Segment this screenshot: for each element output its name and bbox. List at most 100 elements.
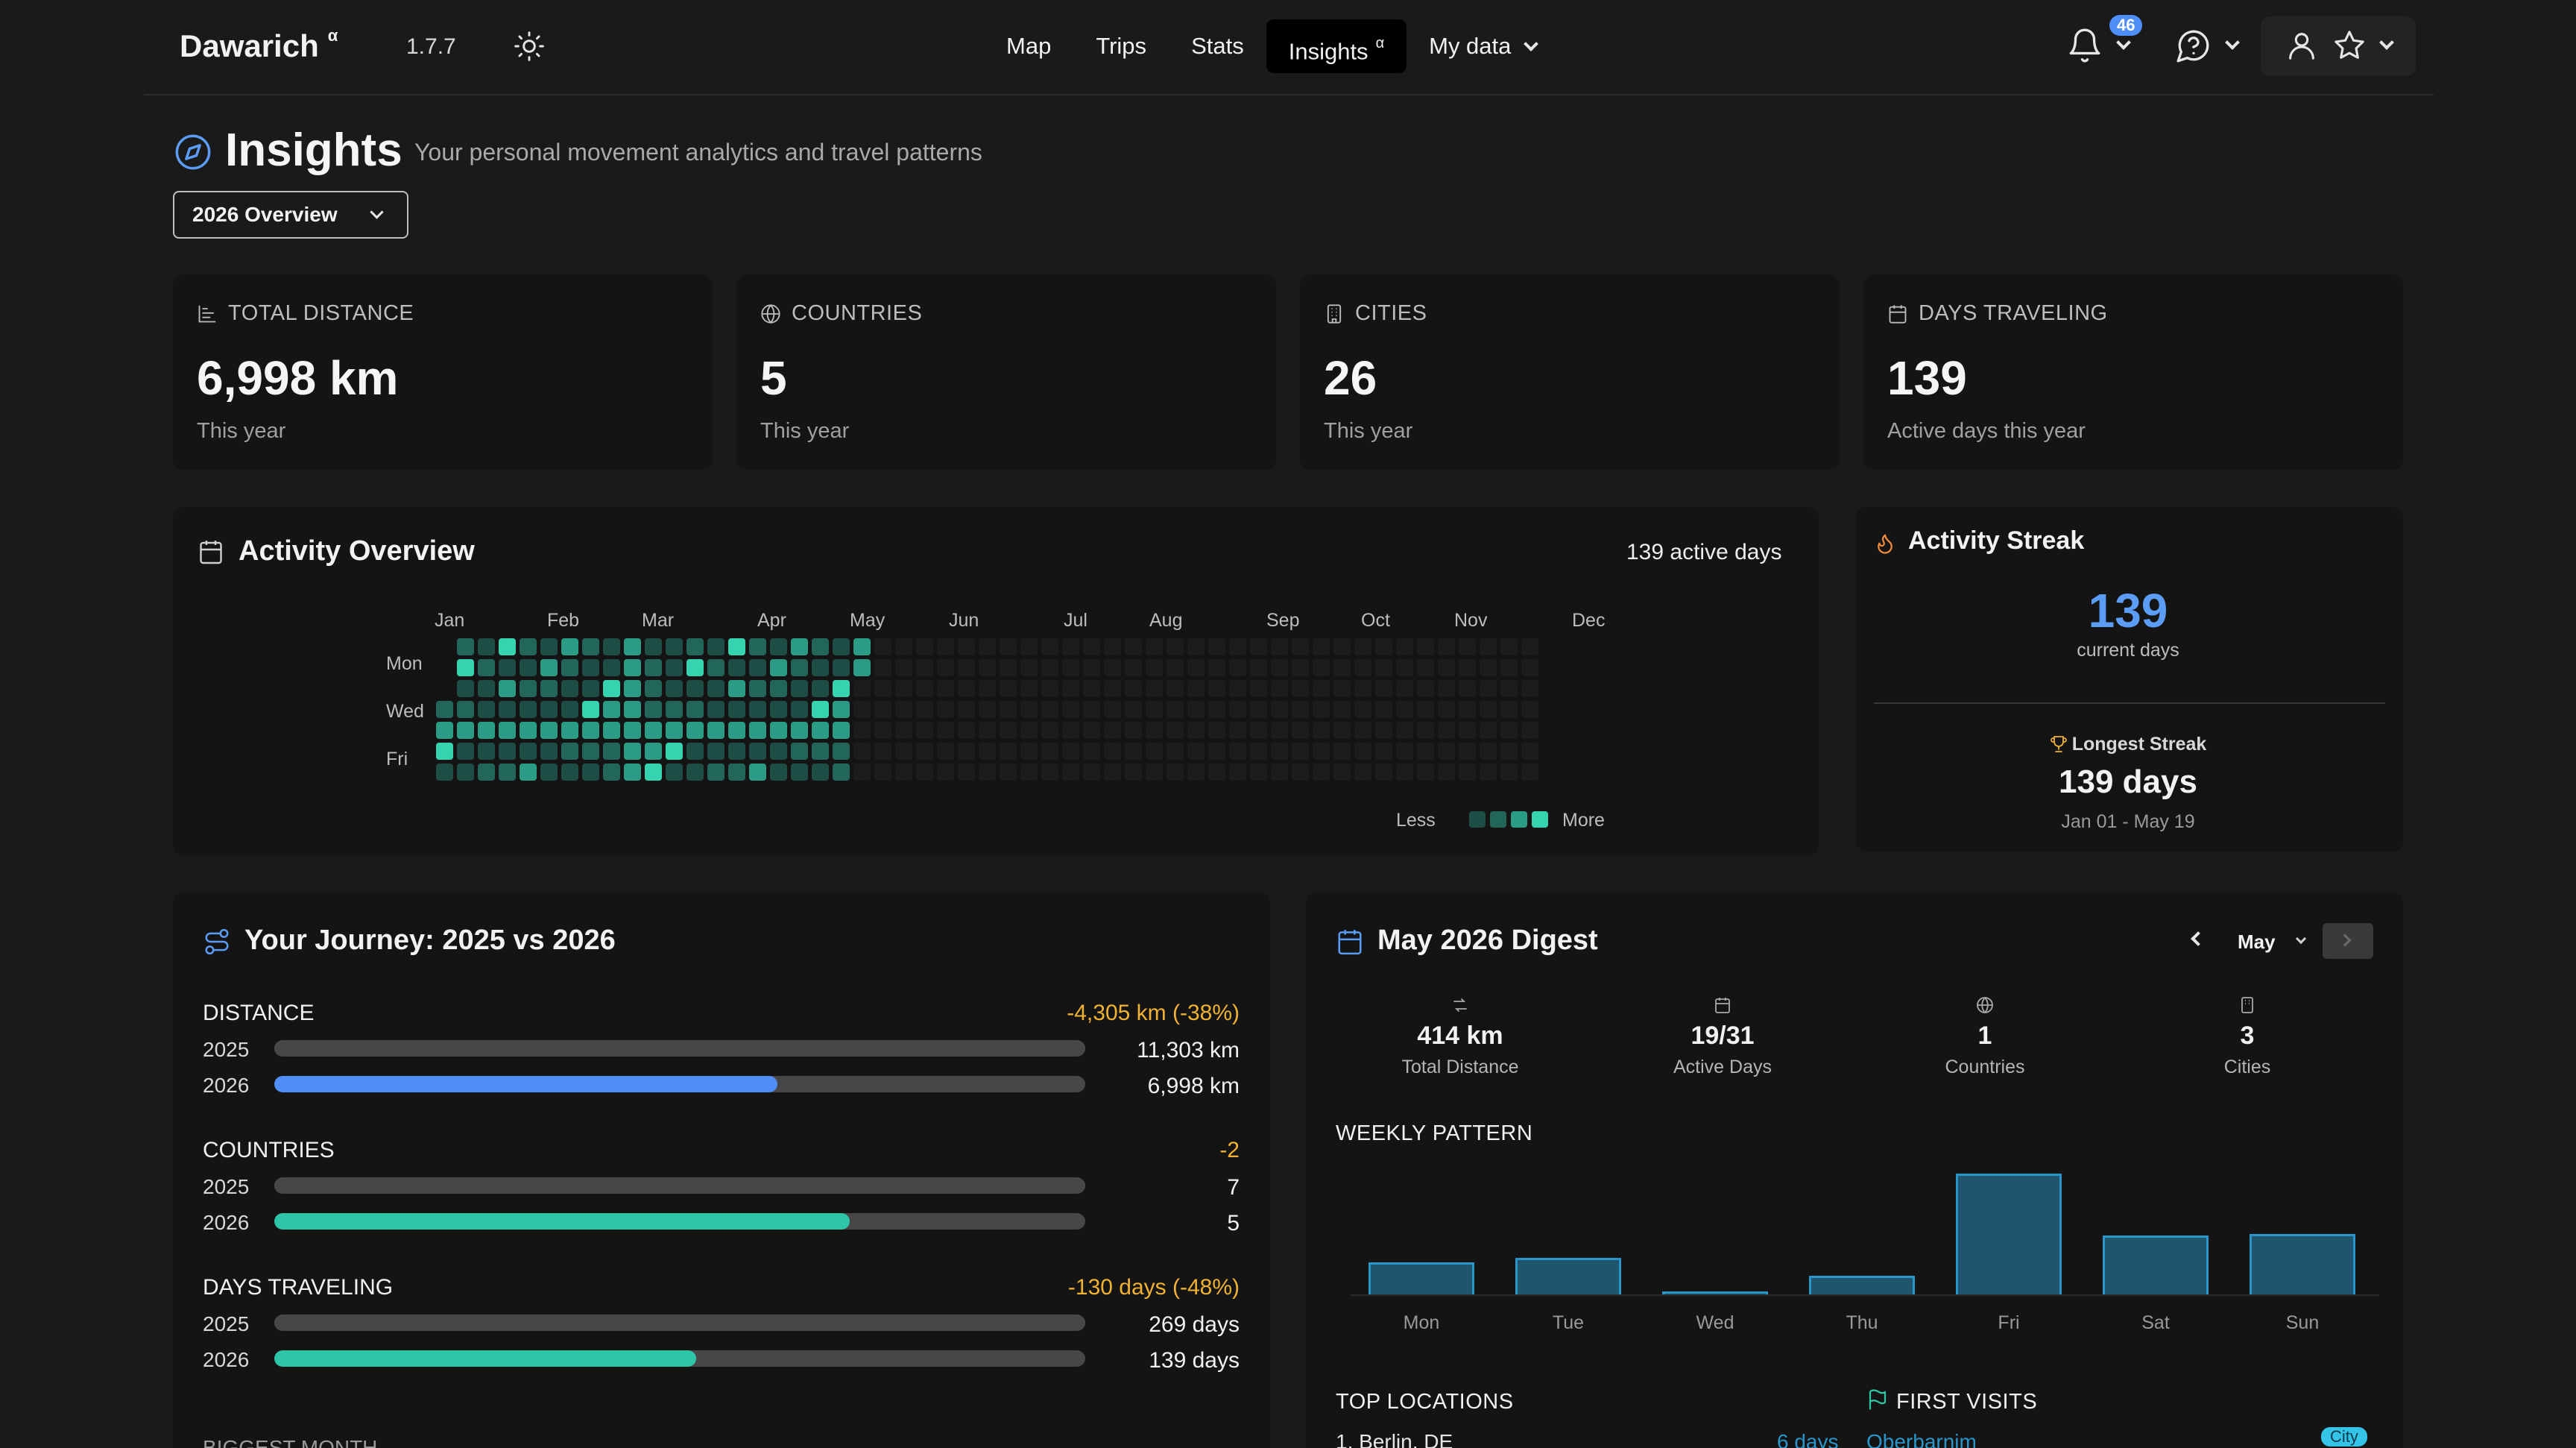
heatmap-day-cell[interactable] — [1125, 701, 1142, 718]
heatmap-day-cell[interactable] — [603, 680, 620, 697]
heatmap-day-cell[interactable] — [1375, 701, 1392, 718]
heatmap-day-cell[interactable] — [937, 659, 954, 676]
heatmap-day-cell[interactable] — [812, 701, 829, 718]
heatmap-day-cell[interactable] — [853, 680, 871, 697]
heatmap-day-cell[interactable] — [1438, 659, 1455, 676]
heatmap-day-cell[interactable] — [561, 680, 578, 697]
heatmap-day-cell[interactable] — [770, 659, 787, 676]
heatmap-day-cell[interactable] — [457, 743, 474, 760]
heatmap-day-cell[interactable] — [874, 638, 891, 655]
heatmap-day-cell[interactable] — [1125, 743, 1142, 760]
heatmap-day-cell[interactable] — [1396, 701, 1413, 718]
heatmap-day-cell[interactable] — [791, 764, 808, 781]
heatmap-day-cell[interactable] — [1354, 659, 1371, 676]
heatmap-day-cell[interactable] — [1020, 680, 1038, 697]
heatmap-day-cell[interactable] — [686, 764, 704, 781]
heatmap-day-cell[interactable] — [1396, 680, 1413, 697]
heatmap-day-cell[interactable] — [1333, 638, 1351, 655]
heatmap-day-cell[interactable] — [1041, 722, 1058, 739]
heatmap-day-cell[interactable] — [958, 743, 975, 760]
heatmap-day-cell[interactable] — [540, 743, 558, 760]
heatmap-day-cell[interactable] — [436, 722, 453, 739]
heatmap-day-cell[interactable] — [1146, 701, 1163, 718]
heatmap-day-cell[interactable] — [1146, 659, 1163, 676]
heatmap-day-cell[interactable] — [1187, 722, 1205, 739]
heatmap-day-cell[interactable] — [1041, 701, 1058, 718]
heatmap-day-cell[interactable] — [1459, 638, 1476, 655]
heatmap-day-cell[interactable] — [707, 638, 724, 655]
heatmap-day-cell[interactable] — [582, 659, 599, 676]
heatmap-day-cell[interactable] — [478, 701, 495, 718]
heatmap-day-cell[interactable] — [499, 722, 516, 739]
star-icon[interactable] — [2332, 28, 2367, 63]
heatmap-day-cell[interactable] — [1292, 743, 1309, 760]
heatmap-day-cell[interactable] — [937, 638, 954, 655]
heatmap-day-cell[interactable] — [958, 680, 975, 697]
heatmap-day-cell[interactable] — [686, 701, 704, 718]
heatmap-day-cell[interactable] — [520, 638, 537, 655]
heatmap-day-cell[interactable] — [478, 722, 495, 739]
heatmap-day-cell[interactable] — [1438, 743, 1455, 760]
heatmap-day-cell[interactable] — [895, 701, 912, 718]
heatmap-day-cell[interactable] — [1459, 722, 1476, 739]
heatmap-day-cell[interactable] — [1208, 701, 1225, 718]
heatmap-day-cell[interactable] — [1396, 743, 1413, 760]
heatmap-day-cell[interactable] — [979, 701, 996, 718]
heatmap-day-cell[interactable] — [1000, 701, 1017, 718]
heatmap-day-cell[interactable] — [1167, 722, 1184, 739]
bell-icon[interactable] — [2066, 27, 2103, 64]
heatmap-day-cell[interactable] — [770, 701, 787, 718]
heatmap-day-cell[interactable] — [499, 701, 516, 718]
heatmap-day-cell[interactable] — [1375, 638, 1392, 655]
heatmap-day-cell[interactable] — [1417, 680, 1434, 697]
heatmap-day-cell[interactable] — [686, 743, 704, 760]
heatmap-day-cell[interactable] — [874, 722, 891, 739]
heatmap-day-cell[interactable] — [707, 659, 724, 676]
heatmap-day-cell[interactable] — [1146, 680, 1163, 697]
heatmap-day-cell[interactable] — [916, 701, 933, 718]
heatmap-day-cell[interactable] — [1208, 638, 1225, 655]
heatmap-day-cell[interactable] — [582, 701, 599, 718]
heatmap-day-cell[interactable] — [853, 638, 871, 655]
heatmap-day-cell[interactable] — [874, 659, 891, 676]
heatmap-day-cell[interactable] — [958, 764, 975, 781]
heatmap-day-cell[interactable] — [561, 701, 578, 718]
heatmap-day-cell[interactable] — [1417, 701, 1434, 718]
heatmap-day-cell[interactable] — [1000, 680, 1017, 697]
heatmap-day-cell[interactable] — [1375, 659, 1392, 676]
heatmap-day-cell[interactable] — [1271, 638, 1288, 655]
heatmap-day-cell[interactable] — [666, 764, 683, 781]
heatmap-day-cell[interactable] — [1020, 743, 1038, 760]
heatmap-day-cell[interactable] — [874, 743, 891, 760]
heatmap-day-cell[interactable] — [520, 722, 537, 739]
heatmap-day-cell[interactable] — [1208, 680, 1225, 697]
heatmap-day-cell[interactable] — [1500, 722, 1518, 739]
weekly-bar-fri[interactable] — [1956, 1174, 2062, 1294]
heatmap-day-cell[interactable] — [958, 701, 975, 718]
user-menu[interactable] — [2261, 16, 2416, 76]
heatmap-day-cell[interactable] — [1167, 764, 1184, 781]
heatmap-day-cell[interactable] — [499, 638, 516, 655]
heatmap-day-cell[interactable] — [561, 638, 578, 655]
chevron-down-icon[interactable] — [2379, 35, 2394, 50]
heatmap-day-cell[interactable] — [1459, 659, 1476, 676]
heatmap-day-cell[interactable] — [561, 764, 578, 781]
heatmap-day-cell[interactable] — [561, 743, 578, 760]
heatmap-day-cell[interactable] — [1271, 659, 1288, 676]
heatmap-day-cell[interactable] — [666, 638, 683, 655]
heatmap-day-cell[interactable] — [1271, 701, 1288, 718]
heatmap-day-cell[interactable] — [1104, 764, 1121, 781]
heatmap-day-cell[interactable] — [791, 701, 808, 718]
heatmap-day-cell[interactable] — [707, 764, 724, 781]
heatmap-day-cell[interactable] — [895, 764, 912, 781]
heatmap-day-cell[interactable] — [979, 722, 996, 739]
heatmap-day-cell[interactable] — [603, 743, 620, 760]
heatmap-day-cell[interactable] — [853, 743, 871, 760]
heatmap-day-cell[interactable] — [457, 722, 474, 739]
heatmap-day-cell[interactable] — [499, 680, 516, 697]
heatmap-day-cell[interactable] — [874, 701, 891, 718]
heatmap-day-cell[interactable] — [812, 764, 829, 781]
heatmap-day-cell[interactable] — [958, 722, 975, 739]
heatmap-day-cell[interactable] — [1104, 701, 1121, 718]
heatmap-day-cell[interactable] — [1500, 701, 1518, 718]
